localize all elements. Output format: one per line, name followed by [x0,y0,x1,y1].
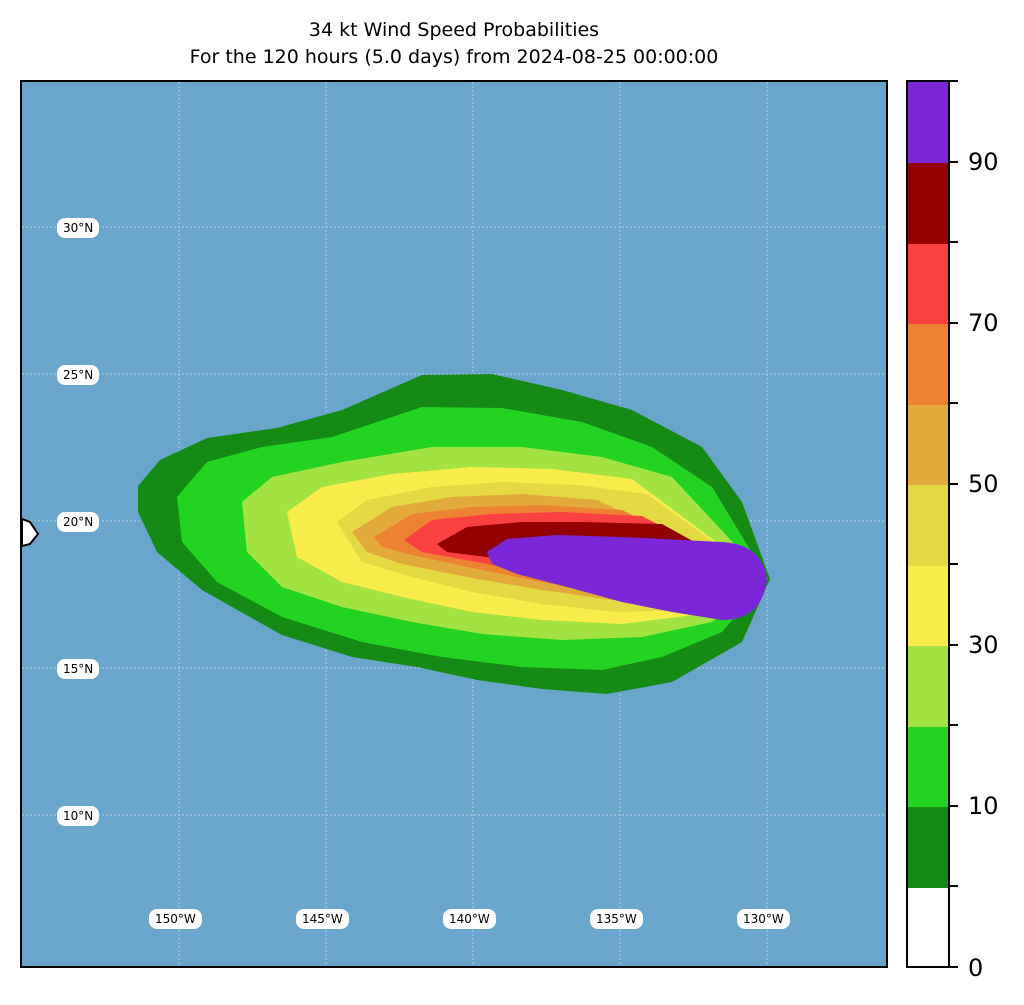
map-panel[interactable]: 30°N 25°N 20°N 15°N 10°N 150°W 145°W 140… [20,80,888,968]
colorbar-label-90: 90 [968,148,999,176]
colorbar-seg-10-20 [908,727,948,807]
colorbar-tick [950,724,958,726]
colorbar-tick [950,322,958,324]
colorbar-seg-20-30 [908,646,948,727]
colorbar-tick [950,563,958,565]
lat-label-20n: 20°N [57,512,100,532]
colorbar-tick [950,241,958,243]
lat-label-25n: 25°N [57,365,100,385]
colorbar-seg-80-90 [908,163,948,244]
colorbar-tick [950,483,958,485]
colorbar-seg-50-60 [908,405,948,485]
colorbar-seg-0-10 [908,807,948,888]
colorbar-tick [950,80,958,82]
lon-label-135w: 135°W [590,909,643,929]
prob-band-90-100 [487,535,767,620]
colorbar-tick [950,644,958,646]
colorbar-tick [950,805,958,807]
colorbar-seg-60-70 [908,324,948,405]
colorbar-label-30: 30 [968,631,999,659]
colorbar-seg-90-100 [908,82,948,163]
colorbar-seg-0 [908,888,948,966]
lat-label-30n: 30°N [57,218,100,238]
lat-label-15n: 15°N [57,659,100,679]
lon-label-150w: 150°W [149,909,202,929]
colorbar-seg-70-80 [908,244,948,324]
colorbar-tick [950,161,958,163]
colorbar-tick [950,966,958,968]
chart-subtitle: For the 120 hours (5.0 days) from 2024-0… [189,46,719,68]
colorbar-seg-40-50 [908,485,948,566]
chart-title: 34 kt Wind Speed Probabilities [308,19,600,41]
colorbar-label-10: 10 [968,792,999,820]
colorbar-tick [950,885,958,887]
island-shape [22,517,40,548]
lat-label-10n: 10°N [57,806,100,826]
colorbar-seg-30-40 [908,566,948,646]
lon-label-130w: 130°W [737,909,790,929]
colorbar [906,80,950,968]
colorbar-label-70: 70 [968,309,999,337]
lon-label-145w: 145°W [296,909,349,929]
colorbar-label-50: 50 [968,470,999,498]
colorbar-label-0: 0 [968,954,984,982]
lon-label-140w: 140°W [443,909,496,929]
map-canvas [22,82,886,966]
colorbar-tick [950,402,958,404]
